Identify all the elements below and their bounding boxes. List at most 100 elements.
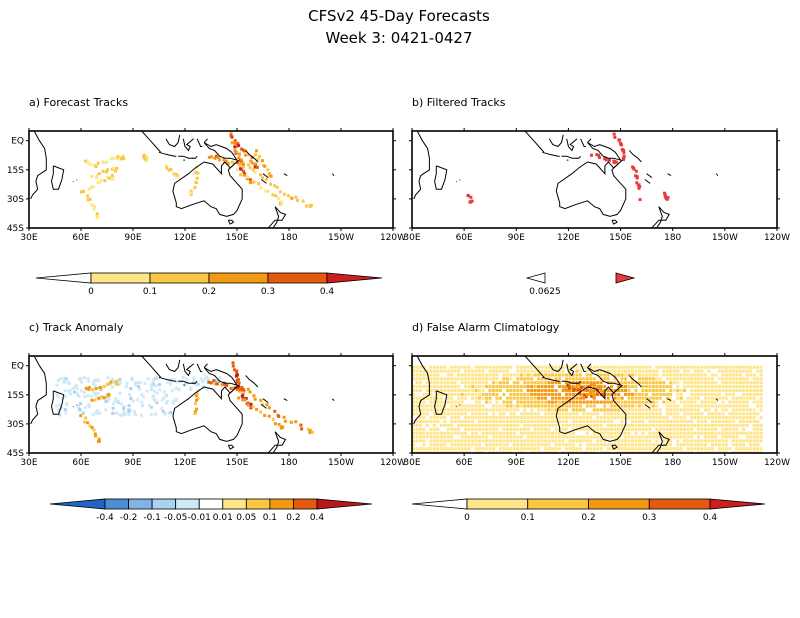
false-alarm-cell: [644, 443, 648, 447]
false-alarm-cell: [735, 439, 739, 443]
false-alarm-cell: [498, 404, 502, 408]
false-alarm-cell: [638, 400, 641, 404]
false-alarm-cell: [495, 389, 499, 392]
false-alarm-cell: [547, 443, 551, 447]
false-alarm-cell: [627, 451, 631, 453]
anomaly-cell: [76, 393, 80, 397]
false-alarm-cell: [505, 385, 509, 389]
false-alarm-cell: [453, 412, 457, 416]
false-alarm-cell: [568, 377, 572, 381]
false-alarm-cell: [676, 396, 680, 400]
data-field: [30, 356, 335, 453]
false-alarm-cell: [728, 427, 732, 431]
false-alarm-cell: [457, 412, 461, 416]
false-alarm-cell: [453, 416, 457, 420]
false-alarm-cell: [648, 412, 652, 416]
colorbar-label: 0: [88, 287, 94, 297]
false-alarm-cell: [498, 423, 502, 427]
false-alarm-cell: [631, 423, 634, 427]
false-alarm-cell: [724, 369, 728, 373]
false-alarm-cell: [412, 389, 415, 392]
false-alarm-cell: [759, 392, 763, 396]
anomaly-cell: [107, 397, 111, 401]
track-cell: [634, 169, 638, 173]
false-alarm-cell: [516, 404, 520, 408]
false-alarm-cell: [697, 443, 700, 447]
false-alarm-cell: [700, 412, 704, 416]
coastline: [196, 363, 203, 372]
lat-tick-label: EQ: [11, 362, 24, 372]
false-alarm-cell: [530, 451, 534, 453]
false-alarm-cell: [554, 416, 558, 420]
false-alarm-cell: [711, 373, 714, 377]
false-alarm-cell: [592, 451, 596, 453]
false-alarm-cell: [474, 377, 478, 381]
false-alarm-cell: [651, 392, 655, 396]
coastline: [555, 159, 627, 217]
track-cell: [236, 387, 240, 391]
false-alarm-cell: [665, 431, 669, 435]
false-alarm-cell: [422, 427, 426, 431]
false-alarm-cell: [509, 377, 513, 381]
false-alarm-cell: [439, 381, 443, 385]
false-alarm-cell: [467, 427, 471, 431]
false-alarm-cell: [714, 412, 718, 416]
false-alarm-cell: [505, 365, 509, 369]
false-alarm-cell: [471, 369, 475, 373]
false-alarm-cell: [495, 377, 499, 381]
false-alarm-cell: [631, 373, 634, 377]
coastline: [542, 376, 560, 382]
false-alarm-cell: [474, 423, 478, 427]
anomaly-cell: [136, 398, 140, 402]
false-alarm-cell: [453, 443, 457, 447]
coastline: [172, 159, 243, 217]
false-alarm-cell: [638, 396, 641, 400]
false-alarm-cell: [735, 435, 739, 439]
false-alarm-cell: [700, 451, 704, 453]
false-alarm-cell: [735, 443, 739, 447]
false-alarm-cell: [558, 400, 561, 404]
false-alarm-cell: [634, 381, 638, 385]
colorbar-segment: [90, 272, 151, 284]
false-alarm-cell: [575, 400, 579, 404]
false-alarm-cell: [467, 443, 471, 447]
false-alarm-cell: [505, 447, 509, 451]
track-cell: [209, 381, 213, 385]
false-alarm-cell: [620, 443, 624, 447]
false-alarm-cell: [540, 404, 544, 408]
anomaly-cell: [149, 413, 153, 416]
false-alarm-cell: [425, 404, 429, 408]
false-alarm-cell: [759, 408, 763, 412]
false-alarm-cell: [571, 420, 575, 423]
false-alarm-cell: [690, 404, 694, 408]
anomaly-cell: [127, 404, 131, 408]
false-alarm-cell: [474, 408, 478, 412]
false-alarm-cell: [498, 447, 502, 451]
false-alarm-cell: [505, 400, 509, 404]
false-alarm-cell: [436, 392, 440, 396]
false-alarm-cell: [707, 389, 711, 392]
false-alarm-cell: [460, 451, 464, 453]
anomaly-cell: [134, 383, 137, 387]
anomaly-cell: [110, 377, 114, 381]
false-alarm-cell: [707, 423, 711, 427]
false-alarm-cell: [481, 392, 485, 396]
colorbar-segment: [35, 272, 92, 284]
false-alarm-cell: [700, 369, 704, 373]
false-alarm-cell: [631, 365, 634, 369]
false-alarm-cell: [565, 416, 568, 420]
false-alarm-cell: [583, 388, 587, 392]
false-alarm-cell: [724, 373, 728, 377]
false-alarm-cell: [419, 369, 422, 373]
false-alarm-cell: [752, 400, 756, 404]
false-alarm-cell: [756, 439, 760, 443]
track-cell: [271, 193, 275, 197]
false-alarm-cell: [745, 420, 749, 423]
false-alarm-cell: [432, 431, 436, 435]
false-alarm-cell: [436, 427, 440, 431]
coastline: [165, 359, 181, 373]
false-alarm-cell: [759, 369, 763, 373]
false-alarm-cell: [457, 396, 461, 400]
false-alarm-cell: [561, 369, 565, 373]
false-alarm-cell: [704, 447, 707, 451]
